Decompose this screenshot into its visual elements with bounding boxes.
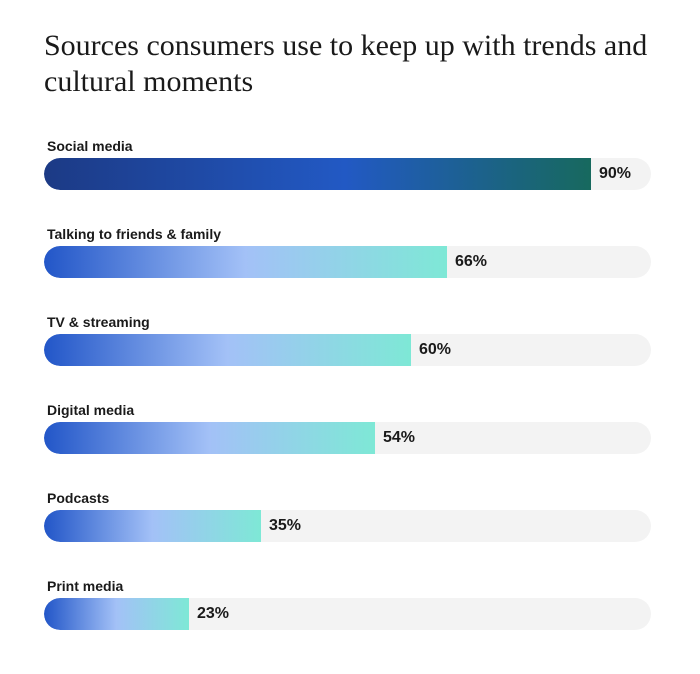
bar <box>44 158 591 190</box>
category-label: Social media <box>47 138 133 154</box>
bar-track <box>44 598 651 630</box>
bar-row: Podcasts 35% <box>44 490 651 560</box>
category-label: TV & streaming <box>47 314 150 330</box>
bar-track <box>44 422 651 454</box>
bar-row: Social media 90% <box>44 138 651 208</box>
bar <box>44 334 411 366</box>
bar-track <box>44 334 651 366</box>
bar <box>44 598 189 630</box>
category-label: Podcasts <box>47 490 110 506</box>
bar-row: Digital media 54% <box>44 402 651 472</box>
bar-row: Talking to friends & family 66% <box>44 226 651 296</box>
bar <box>44 422 375 454</box>
value-label: 90% <box>599 165 632 182</box>
value-label: 54% <box>383 429 416 446</box>
category-label: Talking to friends & family <box>47 226 221 242</box>
bar-row: Print media 23% <box>44 578 651 648</box>
bar-track <box>44 158 651 190</box>
category-label: Print media <box>47 578 124 594</box>
bar <box>44 246 447 278</box>
bar-track <box>44 510 651 542</box>
bar-row: TV & streaming 60% <box>44 314 651 384</box>
category-label: Digital media <box>47 402 135 418</box>
value-label: 66% <box>455 253 488 270</box>
value-label: 35% <box>269 517 302 534</box>
chart-title: Sources consumers use to keep up with tr… <box>44 29 648 98</box>
value-label: 60% <box>419 341 452 358</box>
value-label: 23% <box>197 605 230 622</box>
bar <box>44 510 261 542</box>
bar-track <box>44 246 651 278</box>
